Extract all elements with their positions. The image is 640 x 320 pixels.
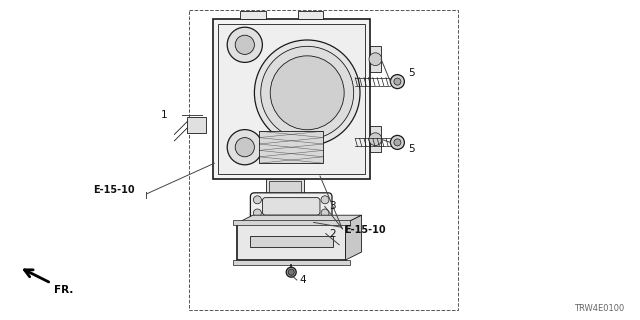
Circle shape <box>260 46 354 139</box>
Circle shape <box>255 40 360 146</box>
Circle shape <box>321 196 329 204</box>
Bar <box>370 126 381 152</box>
Bar <box>298 11 323 19</box>
Bar <box>266 179 304 195</box>
Text: E-15-10: E-15-10 <box>344 225 386 236</box>
Circle shape <box>390 135 404 149</box>
Circle shape <box>253 196 261 204</box>
Bar <box>218 24 365 174</box>
Circle shape <box>390 75 404 89</box>
Text: 1: 1 <box>161 110 168 120</box>
Circle shape <box>321 209 329 217</box>
Bar <box>240 11 266 19</box>
Text: FR.: FR. <box>54 285 74 295</box>
Bar <box>188 117 206 133</box>
Circle shape <box>394 139 401 146</box>
Polygon shape <box>237 215 362 223</box>
Circle shape <box>394 78 401 85</box>
Text: 4: 4 <box>300 275 306 285</box>
Circle shape <box>369 53 382 66</box>
Bar <box>370 46 381 72</box>
Circle shape <box>236 35 255 54</box>
Text: 5: 5 <box>408 68 415 78</box>
Circle shape <box>253 209 261 217</box>
Bar <box>237 223 346 260</box>
Bar <box>269 181 301 194</box>
Polygon shape <box>346 215 362 260</box>
Circle shape <box>227 27 262 62</box>
Text: 5: 5 <box>408 144 415 154</box>
Bar <box>212 19 370 179</box>
Bar <box>233 260 349 265</box>
Text: 3: 3 <box>329 201 335 212</box>
Text: TRW4E0100: TRW4E0100 <box>573 304 624 313</box>
Circle shape <box>270 56 344 130</box>
Bar <box>259 131 323 163</box>
Circle shape <box>236 138 255 157</box>
Circle shape <box>369 133 382 146</box>
FancyBboxPatch shape <box>250 193 332 220</box>
Bar <box>250 236 333 247</box>
FancyBboxPatch shape <box>262 198 320 215</box>
Circle shape <box>227 130 262 165</box>
Text: E-15-10: E-15-10 <box>93 185 134 196</box>
Bar <box>233 220 349 225</box>
Circle shape <box>286 267 296 277</box>
Text: 2: 2 <box>329 228 335 239</box>
Circle shape <box>288 269 294 275</box>
Bar <box>189 10 458 310</box>
